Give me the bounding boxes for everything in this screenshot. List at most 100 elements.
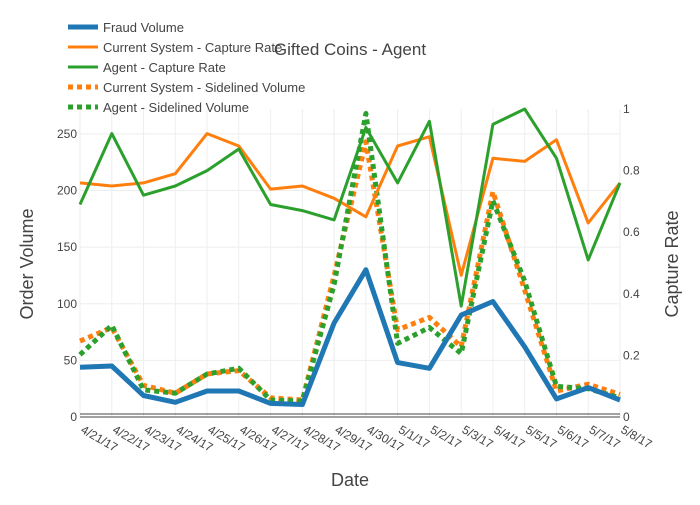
data-point-4: [429, 327, 430, 328]
legend-item: Agent - Sidelined Volume: [68, 100, 249, 115]
data-point-3: [492, 191, 493, 192]
y-tick-label: 150: [57, 240, 77, 254]
y2-tick-label: 0.6: [623, 225, 640, 239]
x-tick-label: 5/4/17: [491, 422, 527, 451]
data-point-4: [111, 325, 112, 326]
series-line-2: [78, 107, 622, 308]
y2-tick-label: 0.4: [623, 287, 640, 301]
data-point-4: [461, 353, 462, 354]
data-point-3: [365, 141, 366, 142]
series-line-3: [79, 139, 621, 403]
data-point-4: [207, 373, 208, 374]
data-point-1: [429, 136, 430, 137]
data-point-0: [397, 362, 398, 363]
data-point-0: [238, 390, 239, 391]
data-point-0: [429, 368, 430, 369]
y2-tick-label: 0.2: [623, 348, 640, 362]
data-point-1: [175, 173, 176, 174]
data-point-3: [429, 317, 430, 318]
data-point-1: [270, 189, 271, 190]
data-point-3: [397, 329, 398, 330]
y-tick-label: 50: [64, 353, 78, 367]
y2-axis-title: Capture Rate: [662, 210, 682, 317]
legend-item: Fraud Volume: [68, 20, 184, 35]
data-point-4: [270, 400, 271, 401]
x-axis-title: Date: [331, 470, 369, 490]
y-tick-label: 250: [57, 127, 77, 141]
data-point-0: [175, 402, 176, 403]
data-point-0: [334, 323, 335, 324]
data-point-1: [492, 158, 493, 159]
data-point-2: [175, 186, 176, 187]
legend: Fraud Volume Current System - Capture Rat…: [68, 20, 305, 115]
data-point-4: [365, 113, 366, 114]
data-point-2: [111, 133, 112, 134]
data-point-2: [461, 306, 462, 307]
data-point-2: [556, 158, 557, 159]
data-point-1: [588, 222, 589, 223]
data-point-1: [207, 133, 208, 134]
data-point-4: [175, 393, 176, 394]
series-line-0: [79, 267, 621, 407]
data-point-3: [556, 390, 557, 391]
data-point-1: [143, 182, 144, 183]
y-axis-title: Order Volume: [17, 208, 37, 319]
chart-title: Gifted Coins - Agent: [274, 40, 426, 59]
data-point-0: [270, 403, 271, 404]
legend-label: Fraud Volume: [103, 20, 184, 35]
series-line-4: [78, 111, 621, 404]
x-tick-label: 5/5/17: [523, 422, 559, 451]
data-point-1: [397, 145, 398, 146]
data-point-2: [429, 121, 430, 122]
data-point-0: [80, 367, 81, 368]
x-tick-label: 5/8/17: [619, 422, 655, 451]
data-point-3: [80, 341, 81, 342]
data-point-2: [302, 210, 303, 211]
data-point-4: [143, 389, 144, 390]
data-point-2: [238, 149, 239, 150]
data-point-4: [524, 281, 525, 282]
data-point-0: [524, 346, 525, 347]
data-point-1: [302, 186, 303, 187]
data-point-0: [620, 400, 621, 401]
legend-label: Current System - Capture Rate: [103, 40, 282, 55]
axis-layer: [80, 413, 620, 418]
data-point-2: [270, 204, 271, 205]
data-point-4: [80, 354, 81, 355]
data-point-2: [492, 124, 493, 125]
data-point-1: [238, 145, 239, 146]
data-point-0: [588, 387, 589, 388]
data-point-3: [588, 384, 589, 385]
data-point-0: [207, 390, 208, 391]
legend-label: Current System - Sidelined Volume: [103, 80, 305, 95]
data-point-4: [397, 343, 398, 344]
data-point-4: [238, 368, 239, 369]
y2-tick-label: 0: [623, 410, 630, 424]
data-point-0: [461, 315, 462, 316]
data-point-2: [80, 204, 81, 205]
legend-item: Current System - Capture Rate: [68, 40, 282, 55]
x-tick-label: 5/7/17: [587, 422, 623, 451]
x-tick-label: 5/3/17: [460, 422, 496, 451]
legend-label: Agent - Capture Rate: [103, 60, 226, 75]
series-layer: [78, 107, 622, 407]
data-point-1: [80, 182, 81, 183]
data-point-2: [207, 170, 208, 171]
data-point-2: [588, 259, 589, 260]
data-point-0: [143, 395, 144, 396]
y2-tick-label: 0.8: [623, 164, 640, 178]
data-point-4: [492, 200, 493, 201]
data-point-1: [334, 198, 335, 199]
legend-label: Agent - Sidelined Volume: [103, 100, 249, 115]
data-point-2: [143, 195, 144, 196]
data-point-1: [365, 216, 366, 217]
data-point-2: [365, 127, 366, 128]
data-point-1: [461, 275, 462, 276]
data-point-1: [556, 139, 557, 140]
data-point-4: [556, 386, 557, 387]
data-point-0: [111, 366, 112, 367]
data-point-3: [620, 394, 621, 395]
y2-tick-label: 1: [623, 102, 630, 116]
legend-item: Current System - Sidelined Volume: [68, 80, 305, 95]
